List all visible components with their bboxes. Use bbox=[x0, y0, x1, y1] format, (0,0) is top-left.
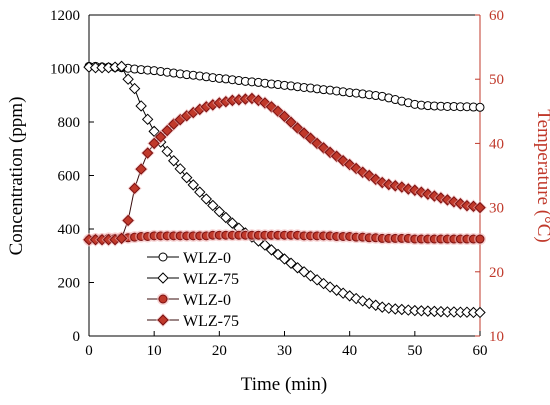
data-point-diamond-filled bbox=[285, 116, 297, 128]
data-point-diamond-open bbox=[115, 60, 128, 73]
data-point-diamond-filled bbox=[474, 201, 486, 214]
data-point-diamond-open bbox=[278, 253, 291, 265]
data-point-diamond-filled bbox=[148, 137, 160, 150]
data-point-diamond-open bbox=[226, 217, 239, 229]
legend-label: WLZ-75 bbox=[183, 313, 239, 330]
legend-item: WLZ-0 bbox=[147, 250, 231, 267]
series-2 bbox=[83, 229, 486, 246]
data-point-diamond-open bbox=[161, 145, 173, 158]
data-point-diamond-open bbox=[220, 211, 232, 224]
y-left-tick-label: 200 bbox=[58, 276, 81, 292]
data-point-diamond-open bbox=[259, 239, 271, 251]
x-tick-label: 60 bbox=[473, 343, 488, 359]
data-point-diamond-filled bbox=[278, 110, 291, 123]
data-point-diamond-filled bbox=[141, 147, 154, 159]
data-point-diamond-open bbox=[187, 179, 199, 191]
y-right-tick-label: 50 bbox=[489, 72, 504, 88]
data-point-diamond-open bbox=[141, 113, 154, 126]
data-point-diamond-open bbox=[181, 171, 193, 184]
y-left-tick-label: 800 bbox=[58, 115, 81, 131]
data-point-circle-open bbox=[475, 102, 485, 112]
data-point-diamond-open bbox=[207, 199, 219, 212]
data-point-diamond-open bbox=[135, 100, 147, 112]
x-tick-label: 30 bbox=[277, 343, 292, 359]
data-point-circle-filled bbox=[475, 234, 485, 244]
data-point-circle-open bbox=[158, 252, 168, 262]
series-1 bbox=[83, 60, 486, 319]
y-right-tick-label: 20 bbox=[489, 265, 504, 281]
data-point-diamond-open bbox=[285, 257, 297, 269]
data-point-diamond-open bbox=[272, 248, 284, 261]
data-point-circle-filled bbox=[158, 294, 168, 304]
data-point-diamond-open bbox=[194, 186, 206, 198]
legend-item: WLZ-75 bbox=[147, 313, 239, 330]
data-point-diamond-open bbox=[168, 155, 180, 167]
legend: WLZ-0 WLZ-75 WLZ-0 WLZ-75 bbox=[147, 250, 239, 330]
y-left-tick-label: 1200 bbox=[50, 8, 80, 24]
x-tick-label: 10 bbox=[147, 343, 162, 359]
data-point-diamond-filled bbox=[115, 232, 128, 245]
x-tick-label: 0 bbox=[85, 343, 93, 359]
legend-label: WLZ-0 bbox=[183, 250, 231, 267]
y-left-tick-label: 400 bbox=[58, 222, 81, 238]
x-tick-label: 50 bbox=[407, 343, 422, 359]
y-axis-right-title: Temperature (°C) bbox=[533, 109, 550, 242]
y-right-tick-label: 40 bbox=[489, 136, 504, 152]
data-point-diamond-open bbox=[174, 163, 186, 175]
legend-item: WLZ-0 bbox=[147, 292, 231, 309]
legend-item: WLZ-75 bbox=[147, 271, 239, 288]
x-tick-label: 20 bbox=[212, 343, 227, 359]
data-point-diamond-filled bbox=[157, 314, 169, 326]
series-layer bbox=[82, 60, 487, 319]
data-point-diamond-open bbox=[148, 125, 160, 138]
y-axis-left-title: Concentration (ppm) bbox=[6, 97, 27, 256]
x-tick-label: 40 bbox=[342, 343, 357, 359]
plot-area bbox=[88, 14, 481, 337]
data-point-diamond-open bbox=[157, 272, 169, 284]
y-left-tick-label: 1000 bbox=[50, 62, 80, 78]
data-point-diamond-filled bbox=[122, 214, 134, 227]
data-point-diamond-open bbox=[213, 205, 226, 218]
legend-label: WLZ-75 bbox=[183, 271, 239, 288]
y-left-tick-label: 0 bbox=[73, 329, 81, 345]
data-point-diamond-open bbox=[122, 73, 134, 85]
series-3 bbox=[82, 91, 487, 247]
data-point-diamond-open bbox=[265, 244, 278, 256]
data-point-diamond-open bbox=[128, 82, 141, 95]
y-right-tick-label: 30 bbox=[489, 201, 504, 217]
legend-label: WLZ-0 bbox=[183, 292, 231, 309]
data-point-diamond-filled bbox=[154, 131, 167, 143]
data-point-diamond-open bbox=[200, 193, 213, 205]
x-axis-title: Time (min) bbox=[241, 374, 327, 395]
data-point-diamond-filled bbox=[161, 124, 173, 137]
y-right-tick-label: 10 bbox=[489, 329, 504, 345]
y-right-tick-label: 60 bbox=[489, 8, 504, 24]
tick-group: 0 10 20 30 40 50 60020040060080010001200102030… bbox=[50, 8, 504, 359]
data-point-diamond-open bbox=[474, 306, 486, 319]
data-point-diamond-filled bbox=[135, 163, 147, 175]
series-0 bbox=[84, 61, 485, 112]
data-point-diamond-filled bbox=[128, 182, 141, 195]
y-left-tick-label: 600 bbox=[58, 169, 81, 185]
